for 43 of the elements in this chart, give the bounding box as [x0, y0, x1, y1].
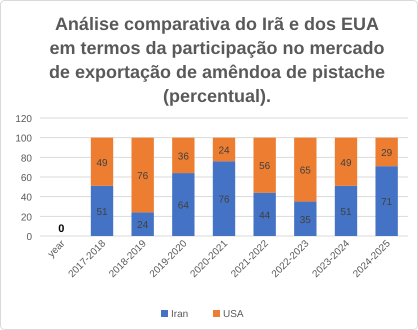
bar — [131, 138, 154, 212]
bar — [334, 186, 358, 236]
data-label: 51 — [340, 206, 352, 218]
chart-title: Análise comparativa do Irã e dos EUA em termos da participação no mercado de exportação de amêndoa de pistache (percentual). — [48, 14, 386, 106]
y-tick-label: 40 — [20, 192, 32, 204]
data-label: 76 — [137, 171, 149, 182]
legend-label: USA — [223, 309, 244, 320]
bar — [294, 202, 317, 236]
data-label: 76 — [218, 194, 230, 206]
bar — [253, 138, 276, 193]
bar — [212, 161, 236, 236]
bar — [90, 186, 114, 236]
data-label: 71 — [381, 197, 393, 208]
y-tick-label: 100 — [15, 134, 32, 145]
bar — [172, 138, 195, 174]
legend-label: Iran — [171, 309, 188, 320]
y-tick-label: 80 — [20, 153, 32, 164]
data-label: 49 — [96, 158, 108, 169]
bar — [375, 166, 398, 236]
data-label: 65 — [300, 166, 312, 177]
data-label: 24 — [137, 220, 149, 232]
data-label: 64 — [178, 200, 190, 212]
data-label: 56 — [259, 161, 271, 172]
y-tick-label: 20 — [20, 212, 32, 224]
bar — [375, 138, 398, 166]
y-tick-label: 0 — [26, 232, 32, 243]
bar — [334, 138, 358, 186]
data-label: 36 — [178, 151, 190, 162]
bar — [172, 173, 195, 236]
bar — [90, 138, 114, 186]
bar — [294, 138, 317, 202]
bar — [253, 192, 276, 236]
bar — [212, 138, 236, 162]
bar — [131, 212, 154, 236]
data-label: 29 — [381, 148, 393, 159]
data-label: 24 — [218, 145, 230, 156]
y-tick-label: 60 — [20, 173, 32, 184]
data-label: 49 — [340, 158, 352, 169]
data-label: 51 — [96, 206, 108, 218]
data-label: 44 — [259, 210, 271, 222]
y-tick-label: 120 — [15, 114, 32, 125]
data-label: 35 — [300, 214, 312, 226]
data-label: 0 — [58, 223, 64, 235]
